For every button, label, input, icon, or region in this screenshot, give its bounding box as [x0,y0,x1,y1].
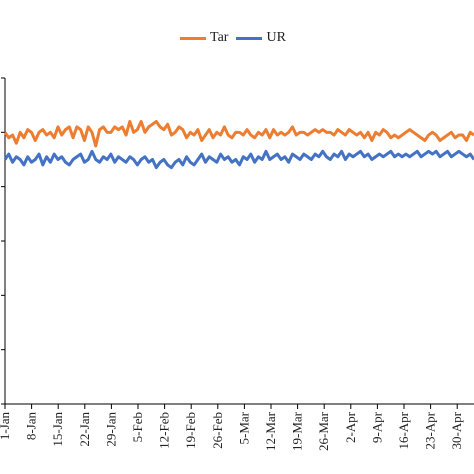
series-line-tar [3,119,474,148]
legend-swatch-ur [236,36,263,40]
x-tick-label: 26-Mar [316,411,331,451]
x-tick-label: 5-Mar [236,411,251,444]
x-tick-label: 23-Apr [423,411,438,449]
legend-item-ur: UR [236,30,286,46]
x-tick-label: 22-Jan [77,412,92,447]
x-tick-label: 30-Apr [449,411,464,449]
legend-item-tar: Tar [180,30,228,46]
legend-label-ur: UR [266,30,286,45]
x-tick-label: 1-Jan [0,412,12,441]
x-tick-label: 29-Jan [103,412,118,447]
chart-legend: Tar UR [180,30,294,46]
x-tick-label: 15-Jan [50,412,65,447]
x-tick-label: 9-Apr [369,411,384,443]
series-line-ur [3,149,474,170]
x-tick-label: 19-Mar [290,411,305,451]
x-tick-label: 5-Feb [130,412,145,442]
x-tick-label: 8-Jan [24,412,39,441]
x-tick-label: 16-Apr [396,411,411,449]
legend-label-tar: Tar [210,30,229,45]
x-tick-label: 12-Feb [157,412,172,449]
x-tick-label: 19-Feb [183,412,198,449]
x-tick-label: 2-Apr [343,411,358,443]
x-tick-label: 26-Feb [210,412,225,449]
x-tick-label: 12-Mar [263,411,278,451]
legend-swatch-tar [180,36,206,40]
